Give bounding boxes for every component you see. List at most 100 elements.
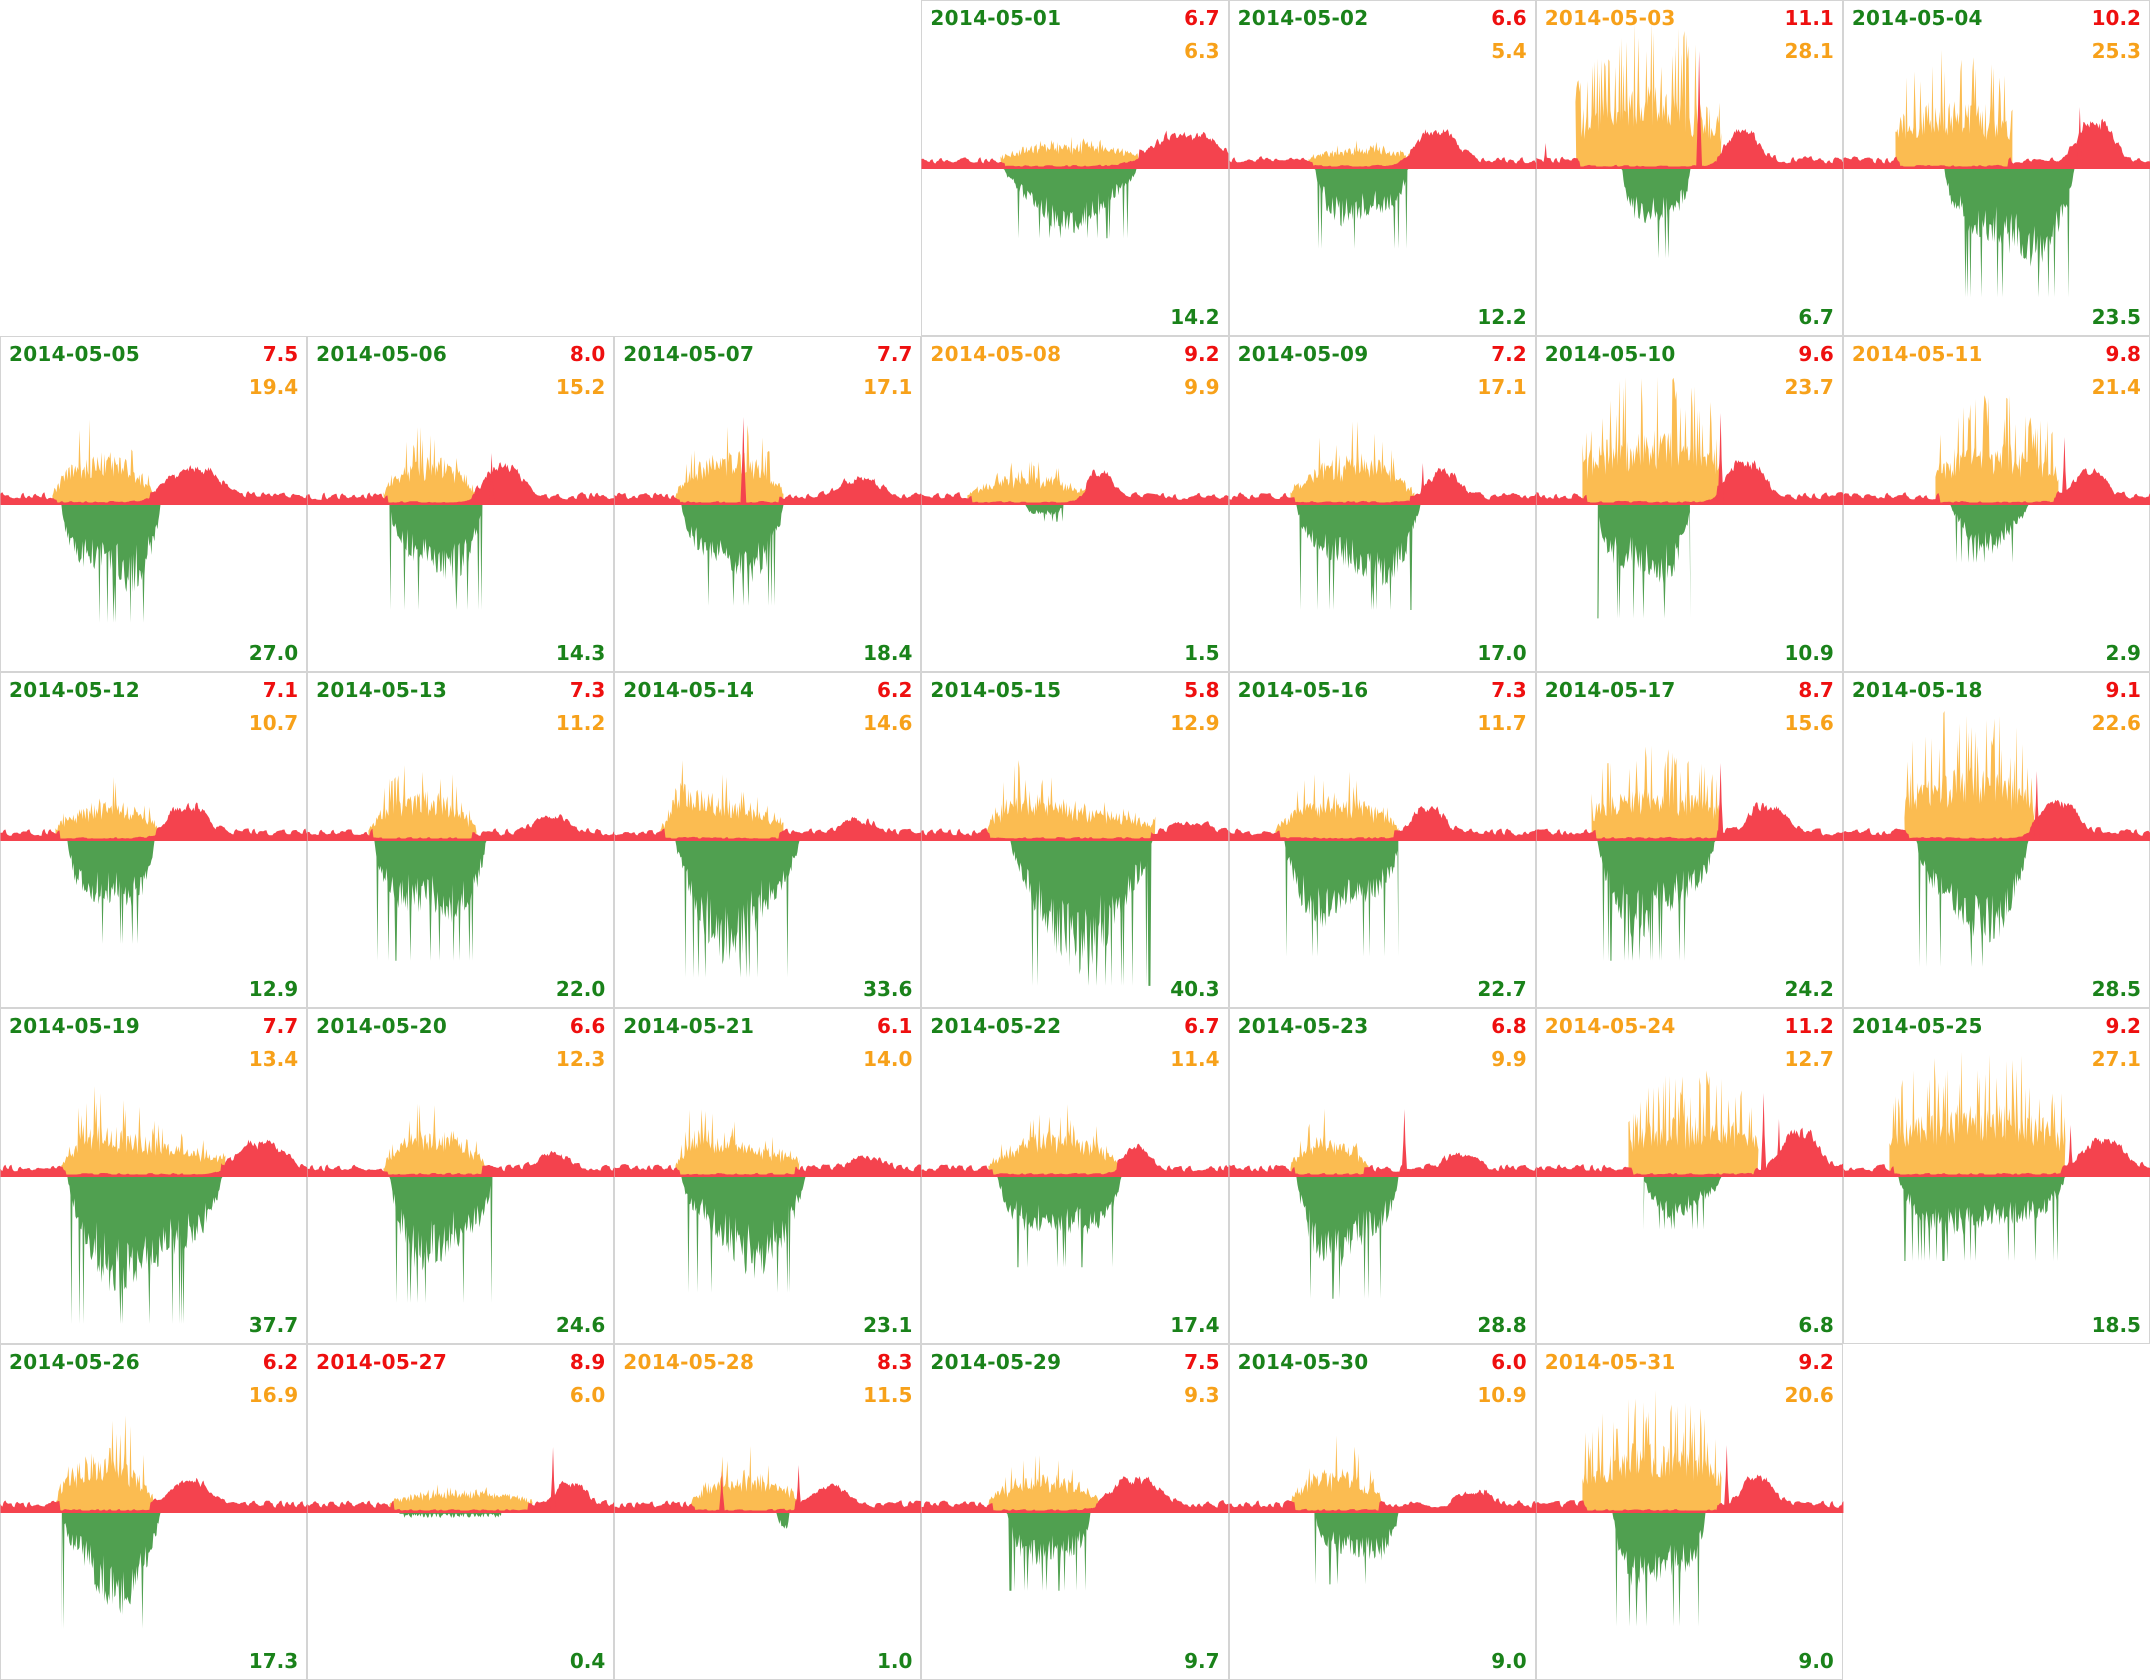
red-spike — [488, 453, 495, 505]
red-spike — [2076, 107, 2083, 169]
green-series-area — [67, 1177, 223, 1324]
day-chart — [1843, 395, 2150, 563]
date-label: 2014-05-04 — [1851, 6, 1983, 30]
orange-series-area — [1307, 140, 1414, 169]
red-series-area — [1536, 1127, 1844, 1177]
green-summary-value: 9.7 — [1184, 1649, 1220, 1673]
red-summary-value: 6.1 — [876, 1014, 913, 1038]
day-cell-2014-05-30: 2014-05-30 6.0 10.9 9.0 — [1228, 1344, 1536, 1680]
orange-series-area — [675, 1109, 800, 1177]
day-cell-2014-05-06: 2014-05-06 8.0 15.2 14.3 — [307, 336, 615, 672]
date-label: 2014-05-16 — [1237, 678, 1369, 702]
red-series-area — [921, 1476, 1229, 1513]
day-chart — [0, 1415, 308, 1629]
day-cell-2014-05-24: 2014-05-24 11.2 12.7 6.8 — [1535, 1008, 1844, 1344]
date-label: 2014-05-21 — [623, 1014, 755, 1038]
orange-summary-value: 23.7 — [1784, 375, 1834, 399]
day-chart — [307, 427, 615, 610]
green-series-area — [1010, 841, 1153, 986]
orange-series-area — [55, 777, 161, 841]
orange-summary-value: 6.3 — [1184, 39, 1220, 63]
day-chart — [307, 1447, 615, 1518]
date-label: 2014-05-25 — [1851, 1014, 1983, 1038]
date-label: 2014-05-30 — [1237, 1350, 1369, 1374]
orange-series-area — [985, 760, 1156, 841]
date-label: 2014-05-14 — [623, 678, 755, 702]
red-series-area — [1536, 128, 1844, 169]
green-series-area — [1944, 169, 2075, 298]
day-chart — [1228, 421, 1536, 610]
orange-series-area — [1582, 376, 1722, 505]
day-chart — [1536, 23, 1844, 259]
green-series-area — [1916, 841, 2029, 967]
orange-series-area — [1628, 1070, 1759, 1177]
orange-series-area — [1895, 49, 2013, 169]
date-label: 2014-05-22 — [930, 1014, 1062, 1038]
orange-summary-value: 15.2 — [555, 375, 606, 399]
red-spike — [1760, 1093, 1782, 1177]
empty-day-cell — [0, 0, 308, 336]
orange-summary-value: 10.9 — [1477, 1383, 1527, 1407]
red-summary-value: 8.0 — [569, 342, 606, 366]
red-spike — [740, 417, 747, 505]
day-chart — [1843, 49, 2150, 298]
red-series-area — [1228, 129, 1536, 169]
green-series-area — [675, 841, 800, 978]
red-summary-value: 6.0 — [1491, 1350, 1527, 1374]
green-series-area — [1025, 505, 1064, 522]
day-cell-2014-05-20: 2014-05-20 6.6 12.3 24.6 — [307, 1008, 615, 1344]
date-label: 2014-05-26 — [9, 1350, 140, 1374]
green-series-area — [681, 1177, 806, 1293]
green-series-area — [1313, 169, 1408, 249]
orange-summary-value: 17.1 — [863, 375, 913, 399]
day-cell-2014-05-07: 2014-05-07 7.7 17.1 18.4 — [614, 336, 922, 672]
orange-summary-value: 9.9 — [1491, 1047, 1527, 1071]
day-cell-2014-05-22: 2014-05-22 6.7 11.4 17.4 — [921, 1008, 1229, 1344]
empty-day-cell — [1842, 1344, 2150, 1680]
red-summary-value: 6.7 — [1184, 1014, 1220, 1038]
red-spike — [2067, 1125, 2074, 1177]
day-cell-2014-05-21: 2014-05-21 6.1 14.0 23.1 — [614, 1008, 922, 1344]
red-series-area — [0, 465, 308, 505]
day-cell-2014-05-11: 2014-05-11 9.8 21.4 2.9 — [1842, 336, 2150, 672]
orange-series-area — [1935, 395, 2059, 505]
day-cell-2014-05-09: 2014-05-09 7.2 17.1 17.0 — [1228, 336, 1536, 672]
orange-series-area — [1582, 1390, 1722, 1513]
red-summary-value: 7.2 — [1491, 342, 1527, 366]
day-chart — [921, 461, 1229, 522]
orange-summary-value: 14.6 — [863, 711, 913, 735]
red-summary-value: 11.1 — [1784, 6, 1834, 30]
green-summary-value: 18.5 — [2091, 1313, 2141, 1337]
green-summary-value: 28.8 — [1477, 1313, 1527, 1337]
day-cell-2014-05-27: 2014-05-27 8.9 6.0 0.4 — [307, 1344, 615, 1680]
red-spike — [1717, 413, 1724, 505]
green-series-area — [1898, 1177, 2066, 1261]
red-summary-value: 7.7 — [262, 1014, 299, 1038]
date-label: 2014-05-09 — [1237, 342, 1369, 366]
red-series-area — [1228, 1152, 1536, 1177]
red-summary-value: 8.9 — [569, 1350, 606, 1374]
orange-summary-value: 11.2 — [555, 711, 606, 735]
green-series-area — [67, 841, 155, 944]
green-summary-value: 6.8 — [1798, 1313, 1834, 1337]
red-series-area — [307, 462, 615, 505]
red-summary-value: 6.8 — [1491, 1014, 1527, 1038]
red-series-area — [921, 1143, 1229, 1177]
red-summary-value: 7.3 — [1491, 678, 1527, 702]
day-cell-2014-05-31: 2014-05-31 9.2 20.6 9.0 — [1535, 1344, 1844, 1680]
orange-series-area — [1575, 23, 1722, 170]
red-summary-value: 9.1 — [2105, 678, 2141, 702]
day-chart — [1536, 376, 1844, 619]
day-cell-2014-05-18: 2014-05-18 9.1 22.6 28.5 — [1842, 672, 2150, 1008]
orange-series-area — [1889, 1052, 2066, 1177]
green-series-area — [61, 1513, 161, 1629]
red-series-area — [1228, 806, 1536, 841]
green-series-area — [61, 505, 161, 623]
red-spike — [1717, 763, 1724, 841]
red-series-area — [0, 802, 308, 841]
orange-summary-value: 22.6 — [2091, 711, 2141, 735]
day-cell-2014-05-01: 2014-05-01 6.7 6.3 14.2 — [921, 0, 1229, 336]
day-chart — [307, 1103, 615, 1303]
green-summary-value: 27.0 — [248, 641, 299, 665]
orange-summary-value: 28.1 — [1784, 39, 1834, 63]
